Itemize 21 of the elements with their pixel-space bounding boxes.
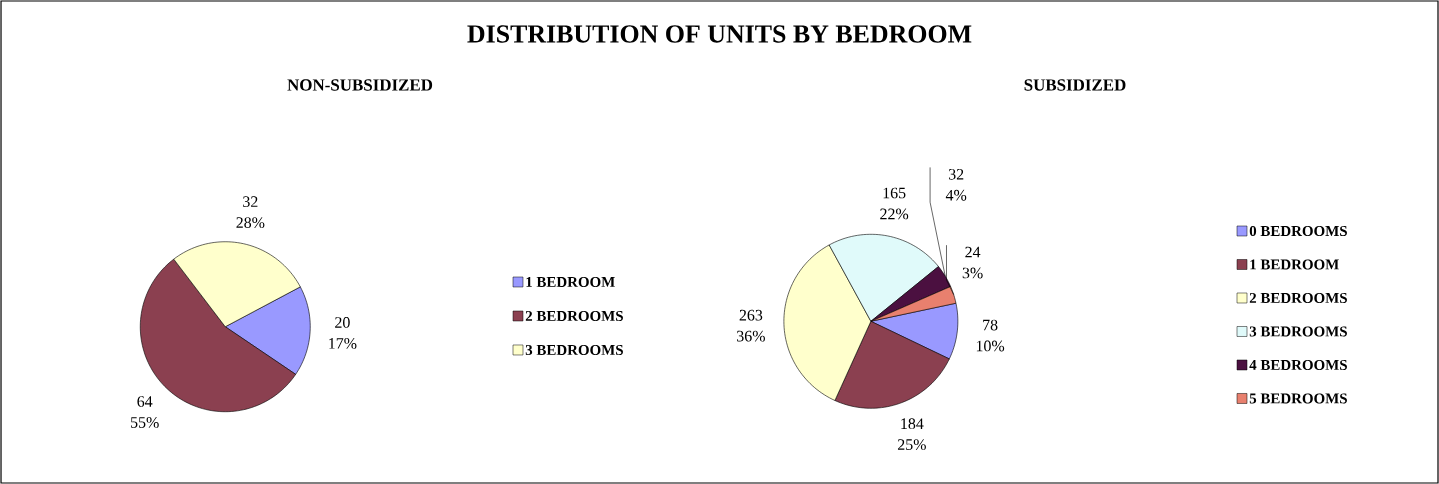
data-label: 64 55% — [131, 396, 159, 428]
data-label: 32 28% — [236, 196, 265, 228]
legend-label: 1 BEDROOM — [526, 276, 615, 287]
legend-label: 4 BEDROOMS — [1249, 359, 1347, 370]
data-label: 32 4% — [945, 168, 967, 201]
legend-label: 3 BEDROOMS — [1249, 326, 1347, 337]
legend-label: 2 BEDROOMS — [525, 310, 623, 321]
data-label: 184 25% — [897, 418, 926, 450]
data-label: 20 17% — [329, 317, 357, 349]
text: DISTRIBUTION OF UNITS BY BEDROOM — [467, 25, 972, 43]
data-label: 165 22% — [880, 187, 909, 220]
legend-label: 5 BEDROOMS — [1249, 393, 1347, 404]
data-label: 24 3% — [962, 246, 983, 279]
chart-subtitle: NON-SUBSIDIZED — [287, 79, 433, 91]
data-label: 263 36% — [737, 309, 765, 342]
legend-label: 2 BEDROOMS — [1249, 292, 1347, 303]
legend-label: 1 BEDROOM — [1250, 259, 1339, 270]
legend-label: 3 BEDROOMS — [525, 344, 623, 355]
chart-subtitle: SUBSIDIZED — [1024, 79, 1126, 91]
data-label: 78 10% — [976, 319, 1005, 352]
legend-label: 0 BEDROOMS — [1249, 225, 1347, 237]
